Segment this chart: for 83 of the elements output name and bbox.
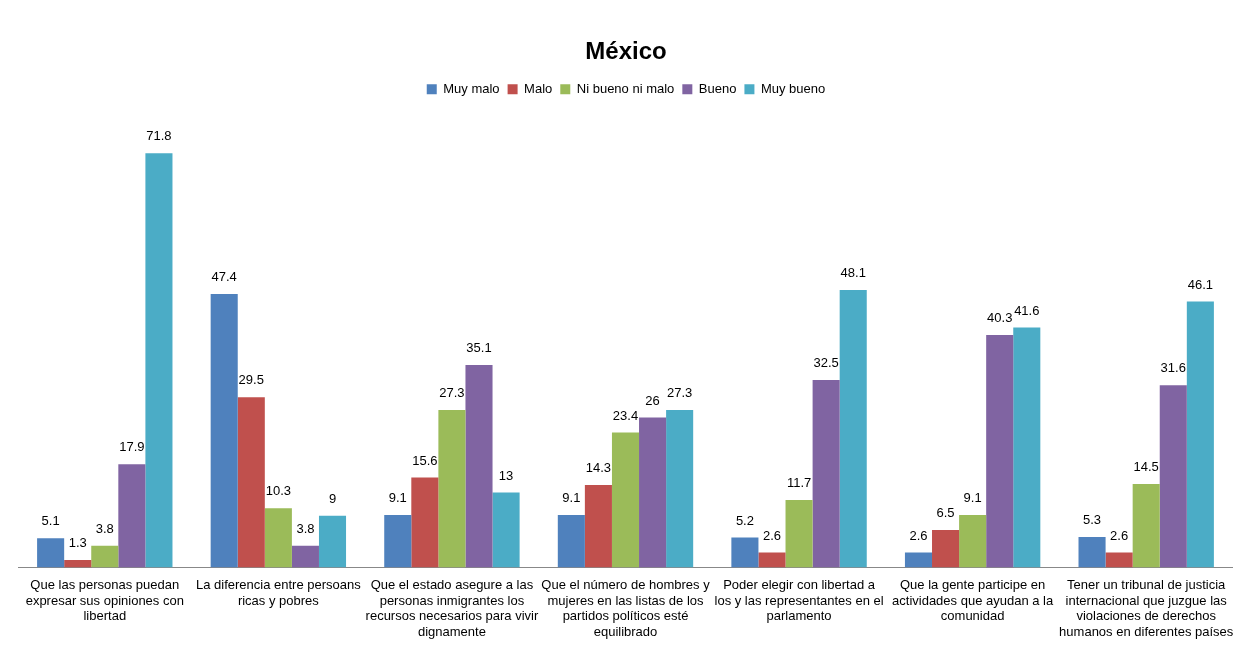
bar [731,537,759,568]
data-label: 6.5 [936,505,955,521]
data-label: 26 [645,392,660,408]
x-tick-label: Tener un tribunal de justicia internacional que juzgue las violaciones de derechos humanos en diferentes países [1059,576,1234,639]
x-tick-label: Que el número de hombres y mujeres en las listas de los partidos políticos esté equilibrado [541,576,711,639]
bar [959,515,987,568]
bar [1105,552,1133,568]
data-label: 5.2 [735,512,754,528]
data-label: 14.3 [585,460,612,476]
data-label: 41.6 [1014,302,1040,318]
data-label: 23.4 [612,407,639,423]
bar [145,153,173,568]
data-label: 13 [498,467,514,483]
x-tick-label: Que la gente participe en actividades que ayudan a la comunidad [892,576,1054,624]
data-label: 47.4 [211,269,237,285]
data-label: 48.1 [840,265,866,281]
data-label: 3.8 [296,520,315,536]
bar [384,515,412,568]
data-label: 5.1 [41,513,60,529]
data-label: 71.8 [146,128,172,144]
data-label: 14.5 [1133,458,1159,474]
data-label: 29.5 [238,372,264,388]
x-tick-label: Que el estado asegure a las personas inmigrantes los recursos necesarios para vivir dignamente [365,576,539,639]
data-label: 17.9 [119,439,145,455]
bar [438,410,466,568]
bar [932,530,960,568]
data-label: 11.7 [786,475,812,491]
bar [986,334,1014,568]
bar [64,560,92,568]
bar [785,500,813,568]
data-label: 15.6 [412,452,438,468]
bar [210,293,238,568]
bar [318,515,347,568]
bar [904,552,933,568]
legend-label: Malo [524,80,553,96]
bar [812,379,840,568]
bar [37,538,65,568]
data-label: 2.6 [909,527,928,543]
bar [1186,301,1214,568]
data-label: 27.3 [439,385,465,401]
bar [639,417,667,568]
bar [557,515,585,568]
chart-title: México [585,37,667,65]
bar [611,432,640,568]
x-tick-label: La diferencia entre persoans ricas y pobres [195,576,362,608]
bar [1159,385,1187,568]
bar [584,485,612,568]
data-label: 9 [328,490,337,506]
bar [1013,327,1041,568]
data-label: 32.5 [813,355,839,371]
bar [1078,537,1106,568]
data-label: 9.1 [562,490,581,506]
bar [465,364,493,568]
bar [758,552,786,568]
data-label: 46.1 [1187,276,1214,292]
data-label: 3.8 [95,520,114,536]
data-label: 10.3 [265,483,292,499]
bar [291,545,319,568]
data-label: 2.6 [1110,527,1129,543]
bar [264,508,292,568]
bar [1132,483,1160,568]
legend-label: Bueno [698,80,737,96]
bar [118,464,146,568]
bar [91,545,119,568]
legend-label: Muy malo [443,80,500,96]
data-label: 9.1 [963,490,982,506]
data-label: 27.3 [666,385,693,401]
data-label: 2.6 [762,527,782,543]
legend-label: Ni bueno ni malo [576,80,675,96]
data-label: 40.3 [987,310,1013,326]
x-tick-label: Que las personas puedan expresar sus opiniones con libertad [25,576,184,624]
bar [237,397,265,568]
data-label: 9.1 [388,490,407,506]
x-tick-label: Poder elegir con libertad a los y las representantes en el parlamento [714,576,884,624]
data-label: 31.6 [1160,360,1186,376]
legend-label: Muy bueno [760,80,826,96]
data-label: 1.3 [68,535,87,551]
bar [666,410,694,568]
bar [839,289,867,568]
data-label: 5.3 [1083,512,1102,528]
bar [411,477,439,568]
data-label: 35.1 [466,340,492,356]
bar [492,492,520,568]
